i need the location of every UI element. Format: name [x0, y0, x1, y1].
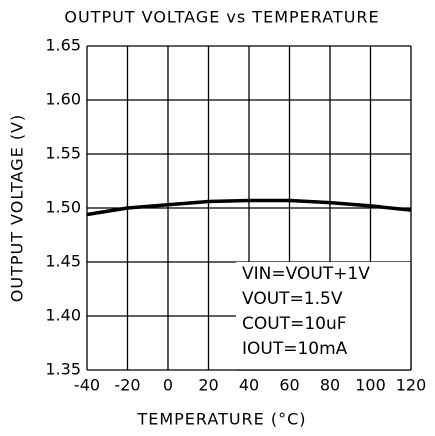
y-tick-label: 1.55 — [45, 144, 81, 163]
x-tick-label: 100 — [355, 376, 386, 395]
y-tick-label: 1.35 — [45, 360, 81, 379]
y-tick-label: 1.50 — [45, 198, 81, 217]
y-tick-label: 1.45 — [45, 252, 81, 271]
x-tick-label: 60 — [279, 376, 299, 395]
x-tick-label: -20 — [114, 376, 140, 395]
y-tick-label: 1.40 — [45, 306, 81, 325]
y-axis-label: OUTPUT VOLTAGE (V) — [8, 114, 27, 302]
annotation-box — [236, 262, 411, 370]
x-tick-label: 0 — [163, 376, 173, 395]
x-tick-label: 120 — [396, 376, 427, 395]
x-tick-label: 20 — [198, 376, 218, 395]
x-tick-label: 80 — [320, 376, 340, 395]
data-line — [86, 198, 412, 217]
x-tick-label: -40 — [74, 376, 100, 395]
annotation: VIN=VOUT+1V — [242, 264, 370, 284]
annotation: VOUT=1.5V — [242, 289, 343, 309]
y-tick-label: 1.60 — [45, 90, 81, 109]
chart-title: OUTPUT VOLTAGE vs TEMPERATURE — [64, 8, 379, 27]
y-tick-label: 1.65 — [45, 36, 81, 55]
annotation: IOUT=10mA — [242, 339, 348, 359]
x-axis-label: TEMPERATURE (°C) — [136, 410, 306, 429]
annotation: COUT=10uF — [242, 314, 347, 334]
x-tick-label: 40 — [239, 376, 259, 395]
